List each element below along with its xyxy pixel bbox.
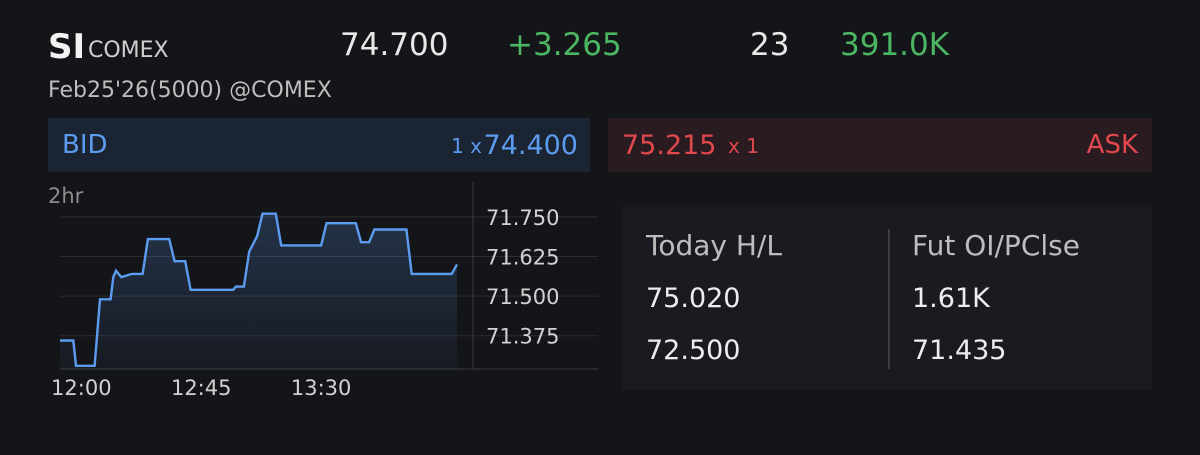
- y-axis-labels: 71.750 71.625 71.500 71.375: [486, 206, 559, 349]
- stats-panel: Today H/L 75.020 72.500 Fut OI/PClse 1.6…: [622, 205, 1152, 390]
- price-area-fill: [60, 213, 457, 369]
- volume: 391.0K: [840, 27, 950, 63]
- x-tick-label: 13:30: [291, 376, 352, 400]
- today-high: 75.020: [646, 283, 741, 314]
- y-tick-label: 71.375: [486, 325, 559, 349]
- bid-price: 74.400: [483, 130, 578, 161]
- today-low: 72.500: [646, 335, 741, 366]
- stats-divider: [888, 229, 890, 369]
- symbol: SI: [48, 27, 86, 67]
- open-interest: 1.61K: [912, 283, 990, 314]
- x-tick-label: 12:45: [171, 376, 232, 400]
- intraday-price-chart[interactable]: 71.750 71.625 71.500 71.375 12:00 12:45 13:30: [48, 182, 600, 407]
- exchange-label: COMEX: [88, 38, 169, 63]
- net-change: +3.265: [507, 27, 622, 63]
- open-interest-header: Fut OI/PClse: [912, 229, 1080, 262]
- high-low-header: Today H/L: [646, 229, 782, 262]
- ask-size: x 1: [728, 134, 759, 158]
- bid-size: 1 x: [451, 134, 482, 158]
- ask-price: 75.215: [622, 130, 717, 161]
- previous-close: 71.435: [912, 335, 1007, 366]
- chart-range-label[interactable]: 2hr: [48, 184, 84, 208]
- x-tick-label: 12:00: [51, 376, 112, 400]
- y-tick-label: 71.750: [486, 206, 559, 230]
- x-axis-labels: 12:00 12:45 13:30: [51, 376, 351, 400]
- bid-panel[interactable]: BID 1 x 74.400: [48, 118, 590, 172]
- bid-label: BID: [62, 130, 108, 160]
- trade-count: 23: [750, 27, 790, 63]
- price-line: [60, 212, 459, 367]
- y-tick-label: 71.625: [486, 245, 559, 269]
- last-price: 74.700: [340, 27, 449, 63]
- ask-panel[interactable]: 75.215 x 1 ASK: [608, 118, 1152, 172]
- ask-label: ASK: [1086, 130, 1138, 160]
- y-tick-label: 71.500: [486, 285, 559, 309]
- contract-description: Feb25'26(5000) @COMEX: [48, 78, 332, 103]
